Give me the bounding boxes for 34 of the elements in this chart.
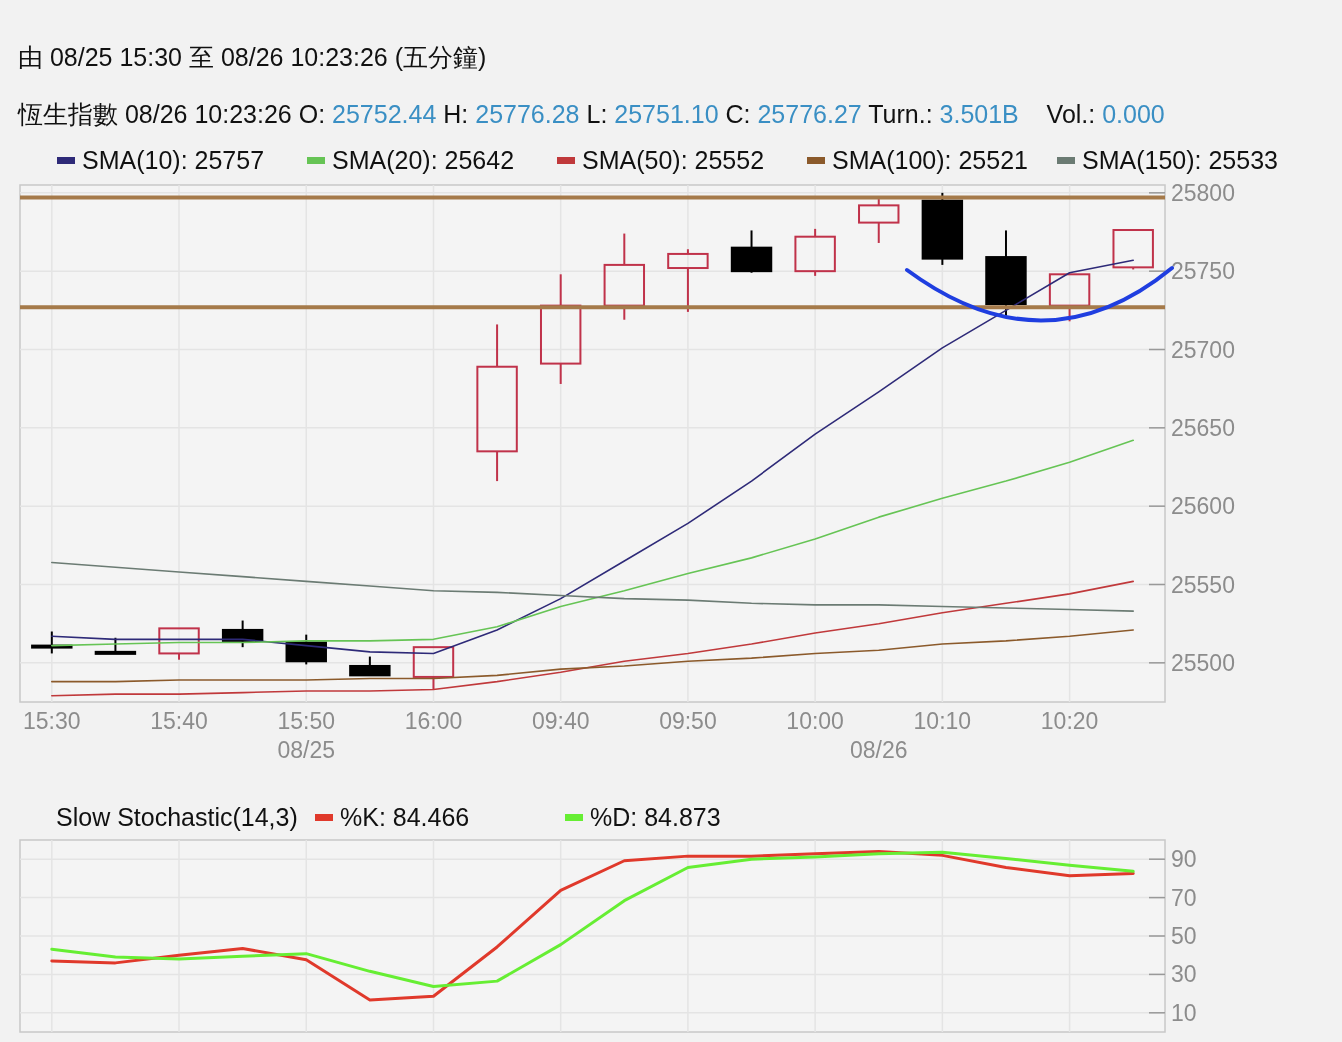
legend-label: SMA(50): 25552	[582, 146, 765, 174]
x-tick-label: 09:50	[659, 708, 717, 734]
x-tick-label: 15:30	[23, 708, 81, 734]
legend-label: %D: 84.873	[590, 803, 721, 831]
legend-label: SMA(20): 25642	[332, 146, 515, 174]
y-tick-label: 25550	[1171, 571, 1235, 598]
chart-title: 由 08/25 15:30 至 08/26 10:23:26 (五分鐘)	[18, 43, 487, 71]
y-tick-label: 25650	[1171, 414, 1235, 441]
x-tick-label: 16:00	[404, 708, 463, 734]
y-tick-label: 25500	[1171, 649, 1235, 676]
y-tick-label: 50	[1171, 923, 1197, 949]
y-tick-label: 70	[1171, 884, 1197, 911]
legend-label: SMA(10): 25757	[82, 146, 265, 174]
text: 08/25	[277, 737, 336, 763]
x-tick-label: 10:20	[1040, 708, 1099, 734]
y-tick-label: 10	[1171, 999, 1197, 1026]
y-tick-label: 30	[1171, 961, 1197, 988]
y-tick-label: 25700	[1171, 336, 1235, 363]
x-tick-label: 15:40	[150, 708, 208, 734]
y-tick-label: 25800	[1171, 179, 1235, 206]
y-tick-label: 90	[1171, 846, 1197, 873]
legend-label: SMA(100): 25521	[832, 146, 1028, 174]
legend-label: %K: 84.466	[340, 803, 470, 831]
y-tick-label: 25600	[1171, 493, 1235, 520]
y-tick-label: 25750	[1171, 258, 1235, 285]
x-tick-label: 10:10	[913, 708, 972, 734]
text: 恆生指數 08/26 10:23:26 O: 25752.44 H: 25776.28 L: 25751.10 C: 25776.27 Turn.: 3.501B Vol.: 0.000	[18, 100, 1165, 128]
chart-title: Slow Stochastic(14,3)	[56, 803, 298, 831]
x-tick-label: 15:50	[277, 708, 336, 734]
text: 08/26	[849, 737, 908, 763]
x-tick-label: 10:00	[786, 708, 844, 734]
candlestick	[476, 323, 518, 483]
x-tick-label: 09:40	[531, 708, 590, 734]
legend-label: SMA(150): 25533	[1082, 146, 1278, 174]
